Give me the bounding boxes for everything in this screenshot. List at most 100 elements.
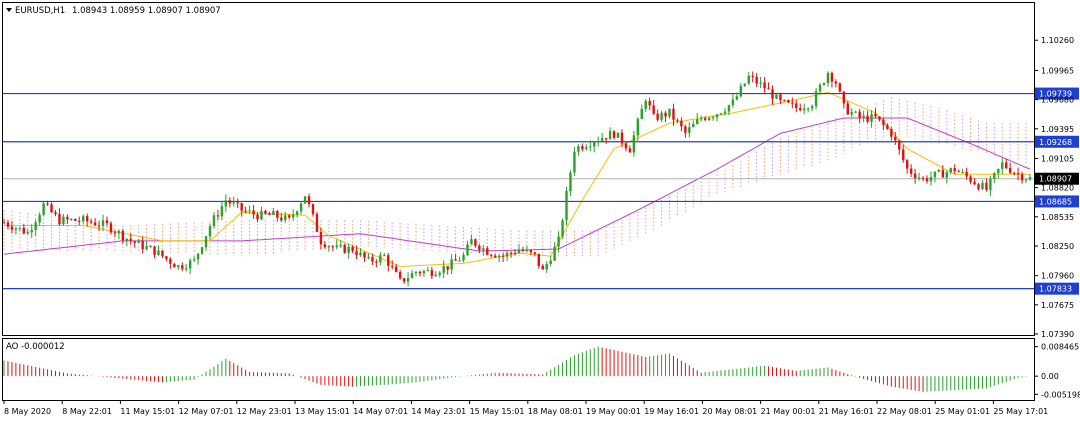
candle-body [735, 96, 739, 100]
candle-body [97, 225, 101, 227]
candle-body [272, 211, 275, 216]
candle-body [898, 140, 901, 150]
candle-body [113, 232, 117, 234]
time-tick-label: 20 May 08:01 [702, 407, 757, 416]
candle-body [723, 111, 727, 114]
candle-body [803, 108, 806, 111]
candle-body [771, 89, 774, 99]
candle-body [529, 250, 533, 253]
candle-body [224, 200, 228, 207]
candle-body [842, 91, 846, 104]
candle-body [14, 228, 18, 230]
candle-body [70, 218, 73, 220]
candle-body [105, 220, 109, 224]
candle-body [89, 221, 93, 223]
candle-body [1008, 168, 1012, 173]
candle-body [165, 256, 168, 259]
time-tick-label: 12 May 07:01 [179, 407, 234, 416]
candle-body [58, 214, 61, 225]
candle-body [1012, 172, 1016, 174]
candle-body [434, 274, 437, 277]
ao-tick-label: 0.008465 [1041, 343, 1079, 352]
candle-body [466, 244, 469, 256]
candle-body [521, 249, 525, 251]
ao-tick-label: -0.005198 [1041, 390, 1080, 399]
ao-tick-label: 0.00 [1041, 372, 1059, 381]
price-tick-label: 1.07390 [1041, 330, 1074, 339]
candle-body [169, 258, 172, 264]
candle-body [577, 146, 580, 152]
time-tick-label: 21 May 00:01 [761, 407, 816, 416]
candle-body [589, 146, 592, 148]
candle-body [549, 260, 552, 264]
candle-body [787, 100, 790, 103]
candle-body [256, 214, 259, 220]
candle-body [545, 263, 548, 270]
candle-body [78, 220, 81, 222]
candle-body [185, 268, 188, 270]
candle-body [204, 236, 208, 248]
candle-body [117, 230, 121, 234]
candle-body [806, 108, 810, 110]
candle-body [929, 177, 933, 182]
time-tick-label: 14 May 07:01 [353, 407, 408, 416]
candle-body [387, 255, 390, 266]
candle-body [648, 100, 651, 106]
candle-body [597, 140, 600, 143]
candle-body [276, 211, 279, 218]
time-tick-label: 21 May 16:01 [819, 407, 874, 416]
candle-body [1001, 162, 1004, 169]
candle-body [565, 191, 568, 221]
candle-body [838, 83, 842, 92]
candle-body [264, 210, 267, 214]
time-tick-label: 8 May 2020 [4, 407, 51, 416]
candle-body [541, 265, 544, 270]
candle-body [905, 160, 909, 169]
candle-body [870, 114, 873, 122]
candle-body [747, 75, 750, 84]
candle-body [965, 171, 968, 177]
candle-body [18, 227, 22, 229]
price-tick-label: 1.09395 [1041, 125, 1074, 134]
candle-body [331, 246, 334, 248]
candle-body [672, 108, 675, 120]
candle-body [799, 108, 802, 111]
level-price-tag [1035, 87, 1079, 100]
candle-body [882, 119, 885, 125]
time-tick-label: 14 May 23:01 [411, 407, 466, 416]
candle-body [315, 214, 319, 232]
candle-body [834, 81, 838, 84]
candle-body [862, 115, 865, 118]
candle-body [248, 210, 251, 212]
candle-body [850, 112, 853, 115]
candle-body [585, 147, 588, 150]
candle-body [30, 229, 33, 233]
candle-body [367, 257, 370, 259]
candle-body [311, 204, 315, 215]
candle-body [2, 222, 6, 224]
candle-body [307, 196, 311, 205]
time-tick-label: 18 May 08:01 [528, 407, 583, 416]
candle-body [391, 265, 394, 267]
candle-body [739, 86, 743, 97]
candle-body [38, 214, 41, 223]
candle-body [398, 272, 402, 279]
candle-body [347, 246, 350, 253]
level-price-tag [1035, 135, 1079, 148]
candle-body [82, 216, 85, 222]
candle-body [402, 278, 406, 282]
candle-body [149, 246, 152, 248]
candle-body [989, 178, 992, 190]
candle-body [450, 259, 453, 270]
ma-fast-line [4, 91, 1030, 267]
candle-body [208, 226, 212, 237]
symbol-dropdown-icon[interactable] [6, 8, 12, 12]
candle-body [719, 113, 723, 115]
candle-body [101, 220, 105, 226]
candle-body [1024, 179, 1028, 181]
candle-body [822, 83, 826, 85]
candle-body [490, 254, 493, 256]
candle-body [383, 255, 386, 257]
